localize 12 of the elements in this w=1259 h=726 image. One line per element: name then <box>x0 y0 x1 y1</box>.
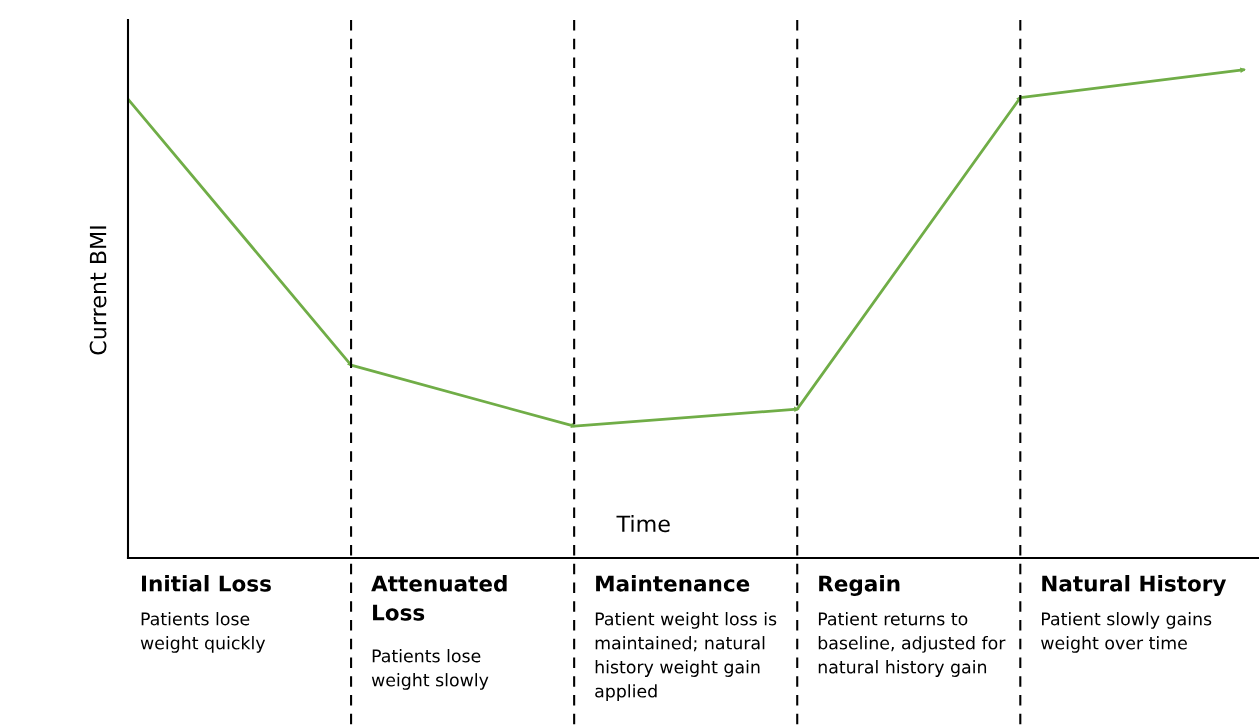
text: Patients lose weight quickly <box>140 612 266 653</box>
text: Initial Loss <box>141 575 271 592</box>
text: Patient returns to baseline, adjusted for natural history gain <box>818 612 1006 677</box>
text: Patient weight loss is maintained; natural history weight gain applied <box>595 612 777 701</box>
text: Natural History <box>1042 575 1227 596</box>
text: Maintenance <box>596 575 750 592</box>
text: Patient slowly gains weight over time <box>1041 612 1212 653</box>
x-axis-title: Time <box>616 514 670 533</box>
text: Attenuated Loss <box>371 575 507 621</box>
y-axis-title: Current BMI <box>89 226 107 355</box>
text: Regain <box>819 575 900 596</box>
text: Patients lose weight slowly <box>371 649 489 690</box>
